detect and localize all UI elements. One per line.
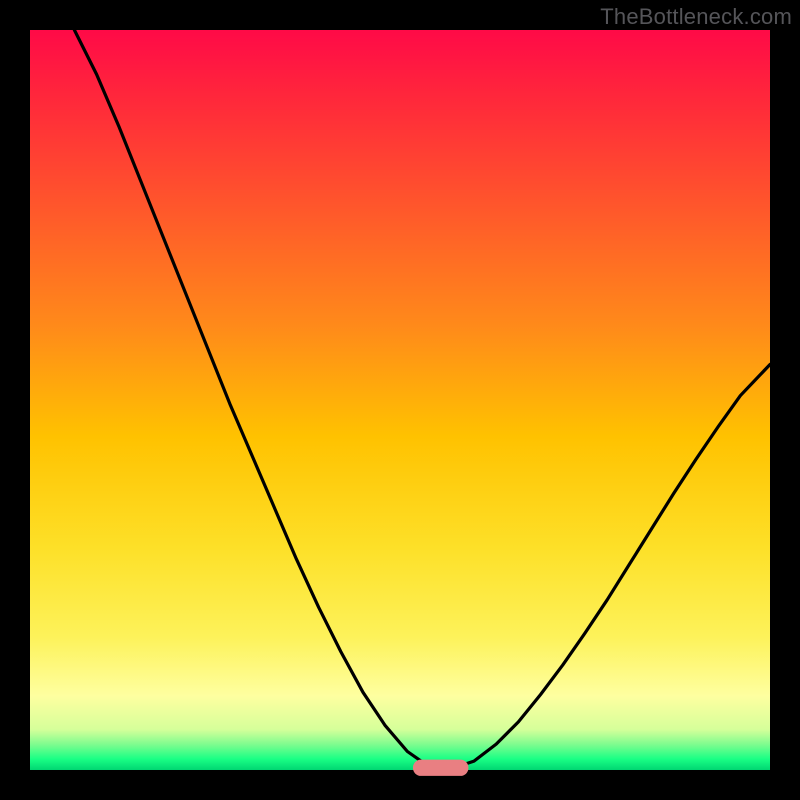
chart-container: TheBottleneck.com xyxy=(0,0,800,800)
plot-area xyxy=(30,30,770,770)
bottleneck-chart xyxy=(0,0,800,800)
watermark-text: TheBottleneck.com xyxy=(600,4,792,30)
optimal-marker xyxy=(413,760,469,776)
